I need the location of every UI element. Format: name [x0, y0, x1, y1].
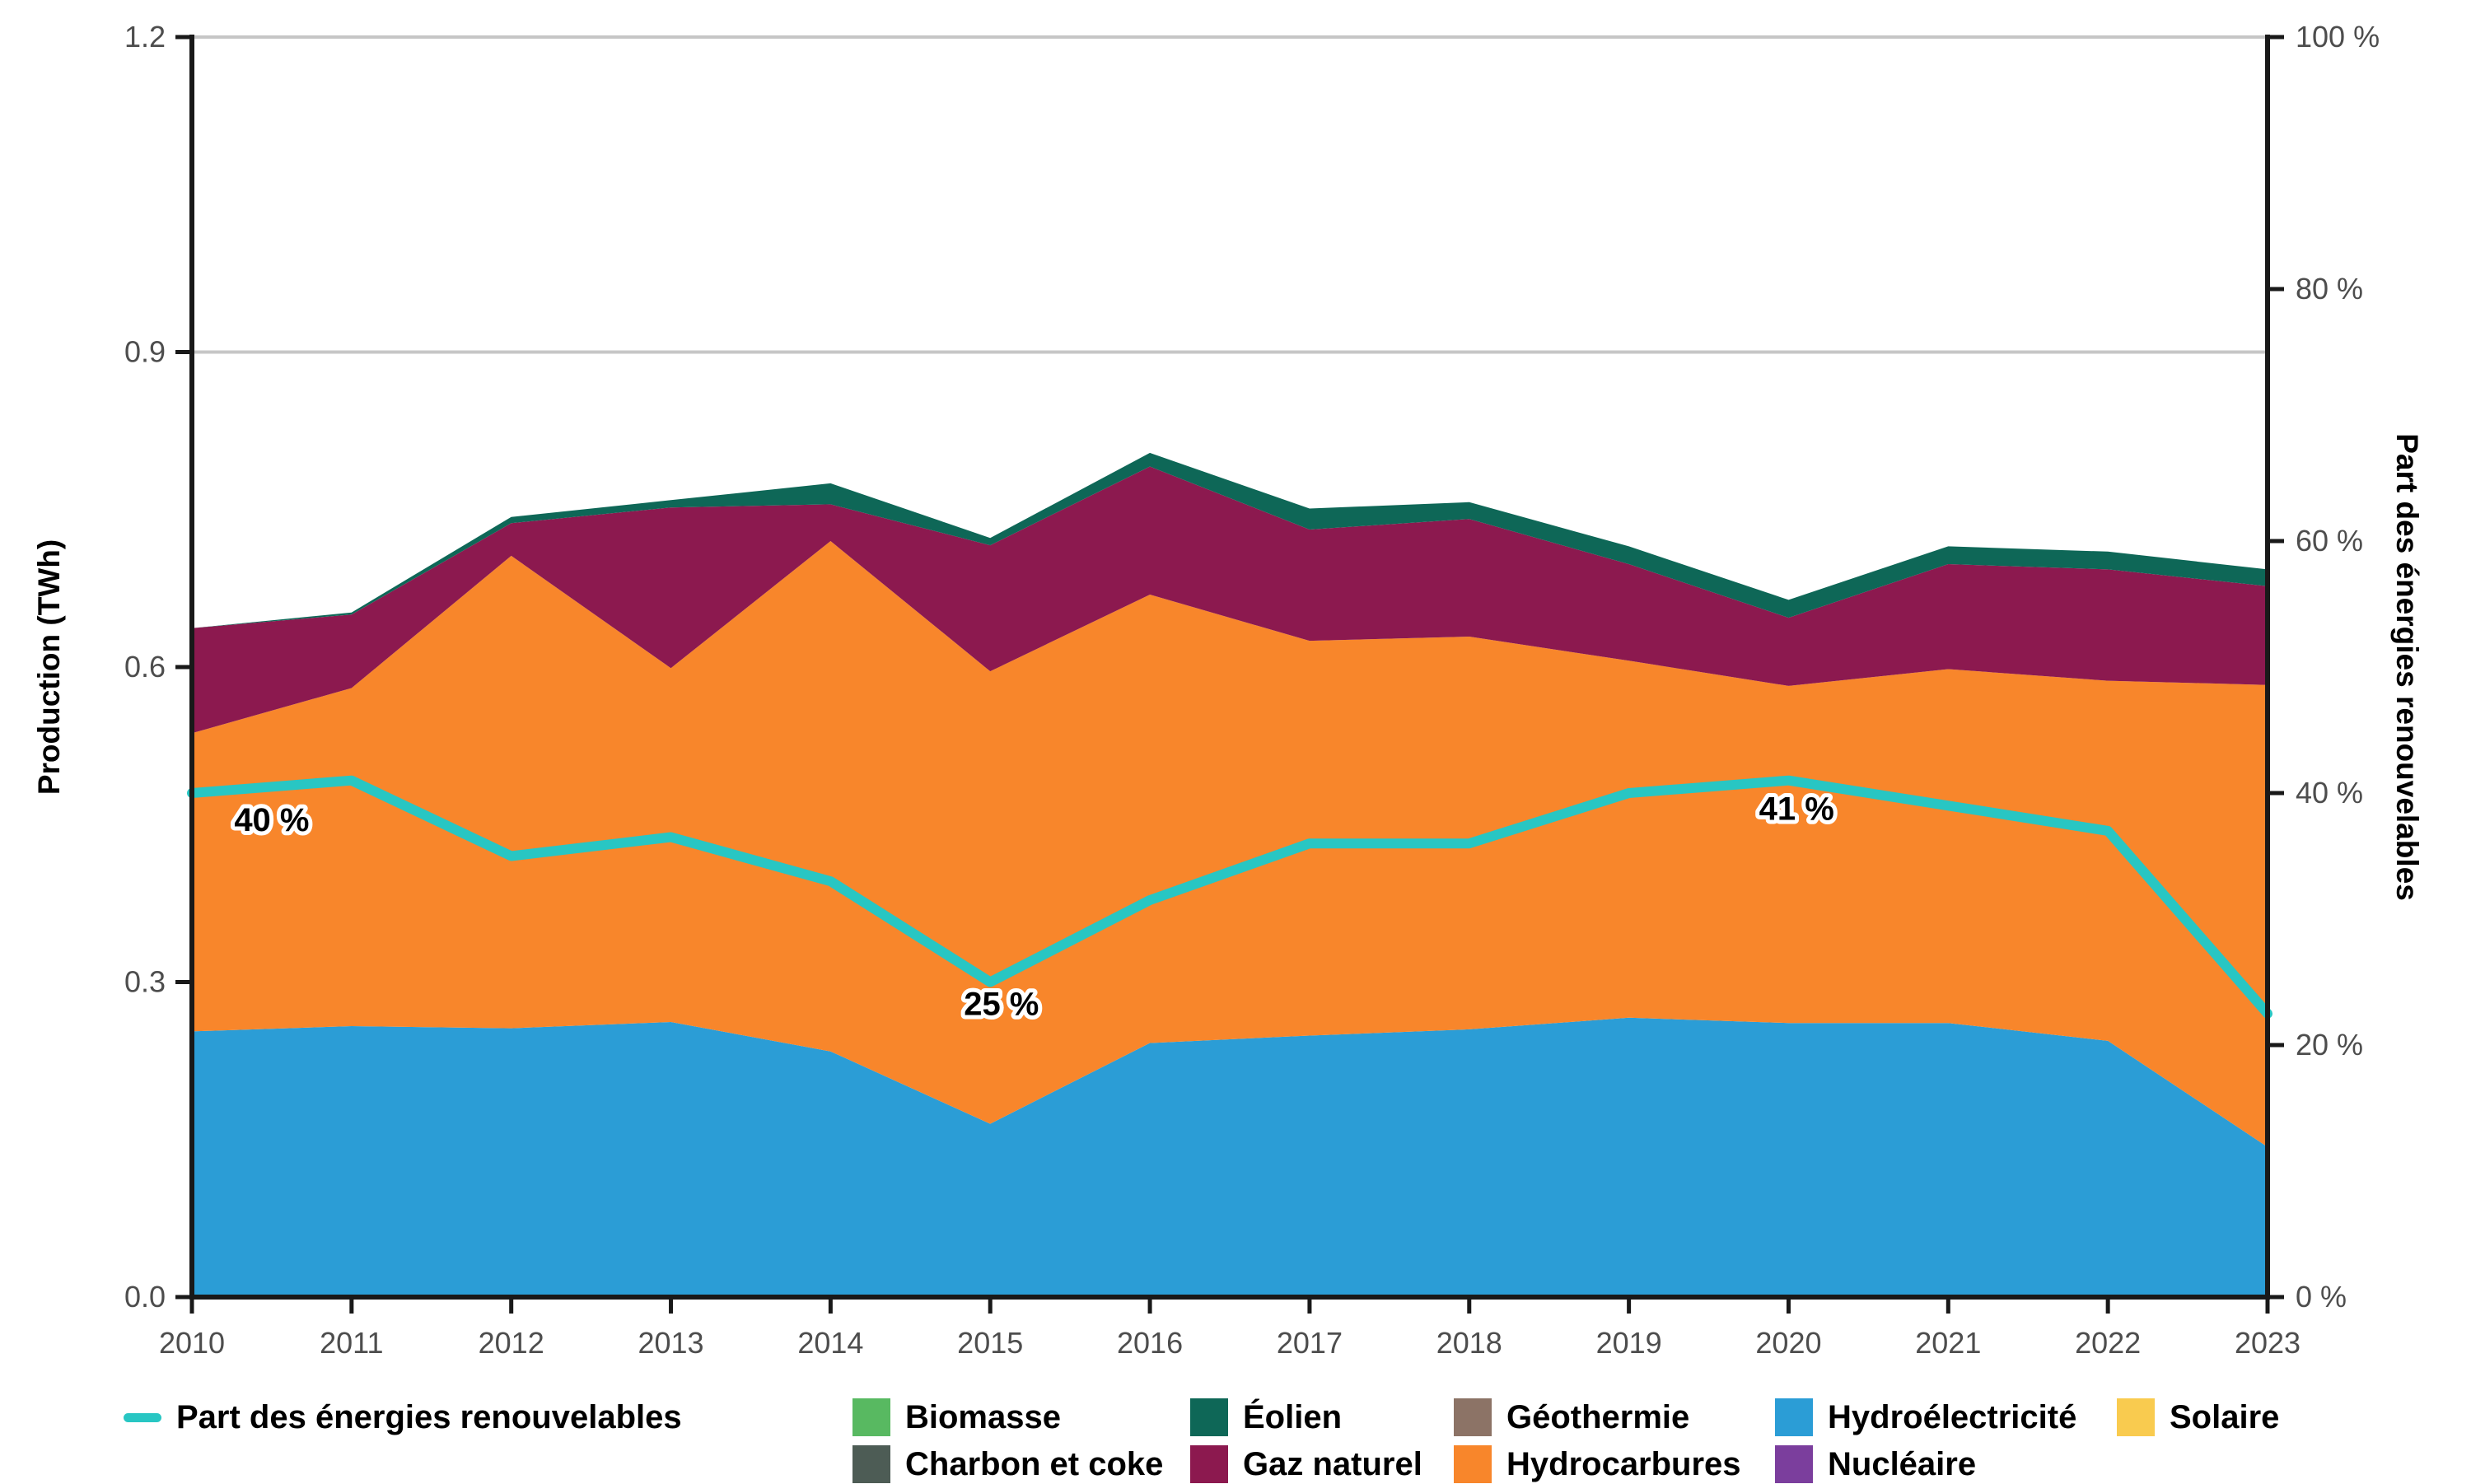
left-tick-label: 0.6	[124, 650, 166, 684]
x-tick-label: 2019	[1596, 1326, 1662, 1360]
right-tick-label: 60 %	[2296, 524, 2363, 558]
x-tick-label: 2011	[320, 1326, 383, 1360]
x-tick-label: 2017	[1277, 1326, 1343, 1360]
annotation-25: 25 %	[964, 987, 1039, 1023]
annotations-layer: 40 % 25 % 41 %	[230, 786, 1838, 1026]
left-tick-label: 0.9	[124, 335, 166, 369]
x-tick-label: 2010	[159, 1326, 225, 1360]
right-tick-label: 40 %	[2296, 776, 2363, 810]
area-hydrocarbures	[192, 541, 2268, 1147]
left-tick-label: 1.2	[124, 20, 166, 54]
area-hydroelectricite	[192, 1017, 2268, 1297]
right-tick-label: 100 %	[2296, 20, 2380, 54]
annotation-40: 40 %	[234, 802, 309, 838]
x-tick-label: 2018	[1436, 1326, 1502, 1360]
left-tick-label: 0.0	[124, 1280, 166, 1314]
x-tick-label: 2022	[2075, 1326, 2141, 1360]
left-tick-label: 0.3	[124, 965, 166, 999]
right-tick-label: 0 %	[2296, 1280, 2347, 1314]
x-tick-label: 2016	[1117, 1326, 1183, 1360]
x-tick-label: 2023	[2235, 1326, 2301, 1360]
axes-layer: 0.0 0.3 0.6 0.9 1.2 0 % 20 % 40 % 60 % 80 % 100 % 2…	[124, 20, 2380, 1360]
x-tick-label: 2020	[1755, 1326, 1821, 1360]
renewables-share-line	[187, 775, 2272, 1019]
line-layer	[187, 775, 2272, 1019]
area-gaz-naturel	[192, 466, 2268, 734]
areas-layer	[192, 452, 2268, 1297]
x-tick-label: 2013	[638, 1326, 703, 1360]
x-tick-label: 2021	[1915, 1326, 1981, 1360]
x-tick-label: 2014	[797, 1326, 863, 1360]
right-tick-label: 20 %	[2296, 1028, 2363, 1062]
area-eolien	[192, 452, 2268, 628]
right-tick-label: 80 %	[2296, 272, 2363, 306]
x-tick-label: 2012	[479, 1326, 544, 1360]
annotation-41: 41 %	[1759, 791, 1834, 827]
right-axis-title: Part des énergies renouvelables	[2390, 433, 2424, 901]
left-axis-title: Production (TWh)	[32, 539, 66, 795]
x-tick-label: 2015	[957, 1326, 1023, 1360]
